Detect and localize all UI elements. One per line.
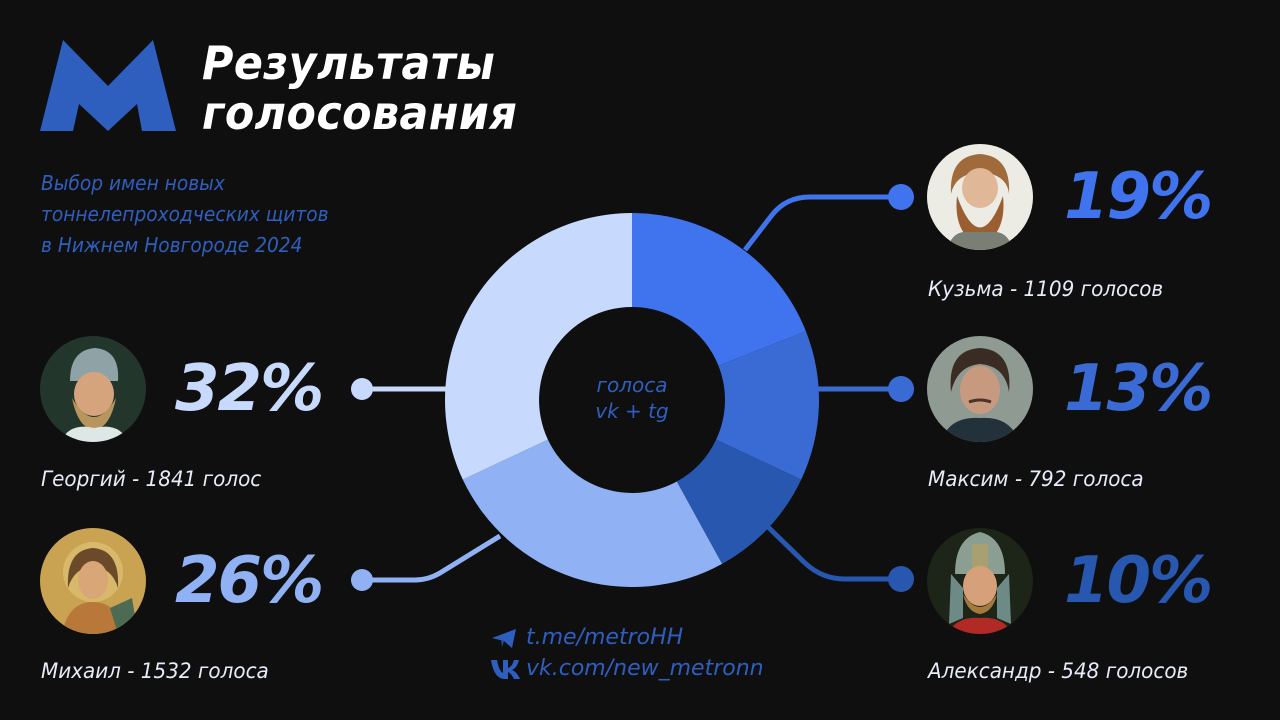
percent-georgy: 32%	[175, 352, 324, 426]
segment-mikhail	[462, 439, 723, 588]
avatar-georgy	[40, 336, 146, 442]
caption-maksim: Максим - 792 голоса	[928, 467, 1144, 491]
title-line-1: Результаты	[202, 36, 496, 90]
subtitle-line-1: Выбор имен новых	[41, 171, 225, 195]
vk-icon	[491, 659, 520, 679]
center-label-line-1: голоса	[596, 373, 668, 397]
connector-aleksandr	[766, 525, 914, 592]
portrait-kuzma-icon	[927, 144, 1033, 250]
telegram-icon	[492, 628, 516, 648]
portrait-georgy-icon	[40, 336, 146, 442]
social-links: t.me/metroHH vk.com/new_metronn	[490, 622, 764, 684]
metro-logo-icon	[40, 40, 176, 131]
avatar-kuzma	[927, 144, 1033, 250]
center-label-line-2: vk + tg	[595, 399, 669, 423]
connector-maksim	[815, 376, 914, 402]
connector-mikhail	[351, 533, 502, 591]
caption-aleksandr: Александр - 548 голосов	[928, 659, 1189, 683]
caption-kuzma: Кузьма - 1109 голосов	[928, 277, 1164, 301]
avatar-maksim	[927, 336, 1033, 442]
avatar-mikhail	[40, 528, 146, 634]
portrait-mikhail-icon	[40, 528, 146, 634]
title-line-2: голосования	[202, 86, 518, 140]
connector-georgy	[351, 378, 450, 400]
telegram-link-text: t.me/metroHH	[526, 625, 684, 650]
percent-maksim: 13%	[1064, 352, 1213, 426]
donut-center-label: голоса vk + tg	[552, 372, 712, 424]
segment-kuzma	[632, 213, 806, 366]
connector-kuzma	[743, 184, 914, 252]
segment-georgy	[445, 213, 632, 480]
caption-georgy: Георгий - 1841 голос	[41, 467, 262, 491]
percent-mikhail: 26%	[175, 544, 324, 618]
percent-kuzma: 19%	[1064, 160, 1213, 234]
portrait-aleksandr-icon	[927, 528, 1033, 634]
percent-aleksandr: 10%	[1064, 544, 1213, 618]
page-title: Результаты голосования	[202, 38, 517, 138]
caption-mikhail: Михаил - 1532 голоса	[41, 659, 269, 683]
vk-link-text: vk.com/new_metronn	[526, 656, 764, 681]
subtitle-line-2: тоннелепроходческих щитов	[41, 202, 329, 226]
telegram-link[interactable]: t.me/metroHH	[490, 622, 764, 653]
segment-maksim	[716, 331, 820, 480]
avatar-aleksandr	[927, 528, 1033, 634]
subtitle-line-3: в Нижнем Новгороде 2024	[41, 233, 303, 257]
portrait-maksim-icon	[927, 336, 1033, 442]
segment-aleksandr	[676, 439, 802, 564]
page-subtitle: Выбор имен новых тоннелепроходческих щит…	[41, 168, 329, 261]
vk-link[interactable]: vk.com/new_metronn	[490, 653, 764, 684]
